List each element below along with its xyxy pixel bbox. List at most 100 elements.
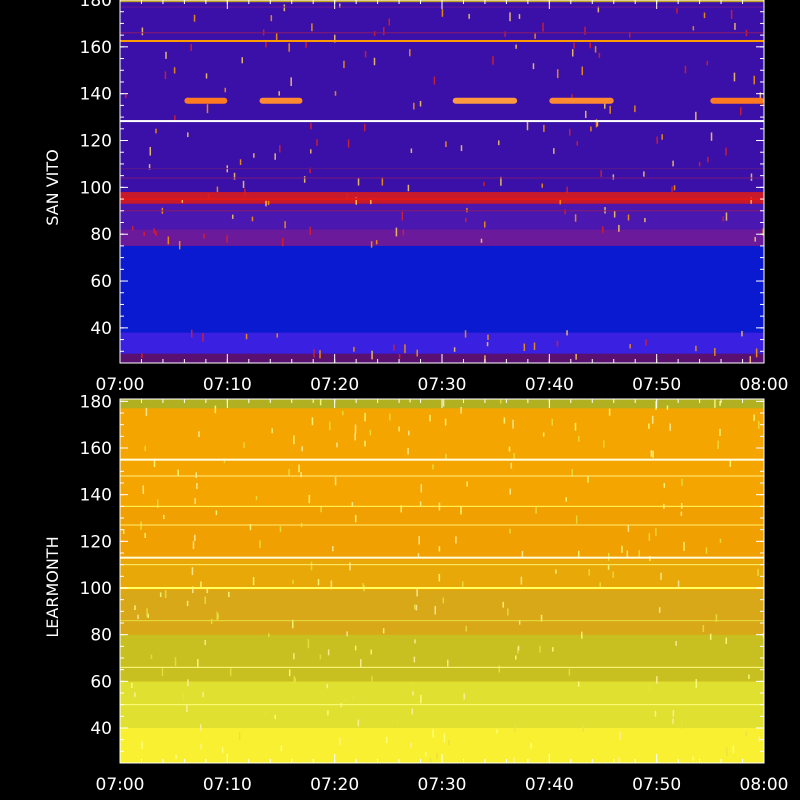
burst-speck — [146, 608, 148, 618]
burst-speck — [164, 590, 167, 599]
burst-speck — [594, 46, 597, 53]
burst-speck — [288, 469, 290, 476]
burst-speck — [207, 193, 210, 199]
burst-speck — [174, 115, 176, 123]
burst-speck — [238, 732, 241, 741]
burst-speck — [748, 674, 750, 679]
burst-speck — [575, 515, 578, 524]
burst-speck — [599, 582, 601, 588]
emission-line — [120, 475, 764, 477]
y-tick-label: 40 — [90, 719, 112, 739]
burst-speck — [466, 481, 468, 487]
burst-speck — [555, 569, 557, 574]
learmonth-panel: 40 60 80 100 120 140 160 180 07:00 07:10 07:20 07:3… — [43, 392, 789, 795]
burst-speck — [370, 649, 373, 655]
burst-speck — [281, 237, 284, 247]
burst-speck — [410, 742, 412, 748]
burst-speck — [425, 751, 427, 757]
burst-speck — [619, 731, 621, 740]
burst-speck — [702, 625, 705, 632]
burst-speck — [729, 459, 732, 467]
burst-speck — [265, 200, 267, 207]
burst-speck — [311, 417, 314, 426]
burst-speck — [498, 140, 500, 146]
burst-speck — [327, 710, 329, 716]
y-tick-label: 180 — [80, 392, 112, 412]
burst-speck — [141, 27, 144, 36]
emission-line — [120, 505, 764, 507]
frequency-band — [120, 590, 764, 635]
burst-speck — [407, 447, 409, 455]
burst-speck — [480, 238, 483, 243]
burst-speck — [320, 506, 322, 513]
burst-speck — [303, 176, 306, 183]
burst-speck — [645, 339, 647, 346]
burst-speck — [310, 149, 312, 154]
burst-speck — [131, 226, 134, 231]
burst-speck — [398, 354, 401, 359]
burst-speck — [342, 410, 344, 416]
burst-speck — [294, 677, 297, 684]
burst-speck — [221, 747, 224, 754]
burst-speck — [284, 221, 286, 229]
burst-speck — [164, 71, 167, 80]
burst-speck — [732, 745, 735, 753]
burst-speck — [370, 241, 373, 248]
burst-speck — [483, 182, 485, 187]
burst-speck — [307, 639, 310, 649]
burst-speck — [566, 186, 568, 194]
burst-speck — [249, 524, 252, 531]
burst-speck — [465, 625, 468, 632]
burst-speck — [407, 184, 410, 192]
burst-speck — [192, 541, 195, 550]
burst-speck — [553, 148, 555, 154]
burst-speck — [381, 177, 384, 186]
burst-speck — [556, 340, 559, 347]
frequency-band — [120, 332, 764, 354]
burst-speck — [125, 92, 127, 99]
burst-speck — [695, 111, 697, 121]
x-tick-label: 07:00 — [96, 375, 145, 395]
burst-speck — [755, 348, 758, 358]
burst-speck — [206, 588, 209, 594]
burst-speck — [310, 561, 313, 571]
burst-speck — [571, 49, 574, 57]
burst-speck — [758, 420, 760, 429]
burst-speck — [556, 69, 559, 79]
burst-speck — [581, 631, 583, 639]
burst-speck — [191, 586, 194, 594]
burst-speck — [346, 193, 349, 199]
y-tick-label: 120 — [80, 132, 112, 152]
y-tick-label: 160 — [80, 38, 112, 58]
radio-burst — [259, 97, 303, 104]
burst-speck — [173, 67, 176, 74]
y-tick-label: 180 — [80, 0, 112, 11]
burst-speck — [650, 450, 653, 457]
emission-line — [120, 198, 764, 201]
burst-speck — [274, 714, 277, 720]
burst-speck — [438, 546, 441, 552]
burst-speck — [517, 645, 520, 651]
burst-speck — [758, 736, 761, 742]
burst-speck — [509, 12, 511, 22]
burst-speck — [122, 529, 125, 534]
burst-speck — [666, 405, 669, 410]
burst-speck — [195, 472, 198, 479]
burst-speck — [655, 400, 657, 410]
burst-speck — [595, 119, 598, 128]
burst-speck — [512, 419, 514, 429]
burst-speck — [134, 692, 136, 697]
radio-burst — [549, 97, 614, 104]
burst-speck — [438, 573, 441, 582]
burst-speck — [533, 342, 536, 350]
burst-speck — [492, 56, 494, 65]
burst-speck — [683, 541, 685, 551]
burst-speck — [298, 464, 300, 473]
burst-speck — [187, 679, 189, 687]
learmonth-axis-title: LEARMONTH — [43, 536, 62, 637]
burst-speck — [498, 665, 501, 673]
burst-speck — [644, 217, 646, 223]
burst-speck — [388, 18, 390, 26]
burst-speck — [612, 571, 614, 578]
burst-speck — [584, 26, 586, 35]
